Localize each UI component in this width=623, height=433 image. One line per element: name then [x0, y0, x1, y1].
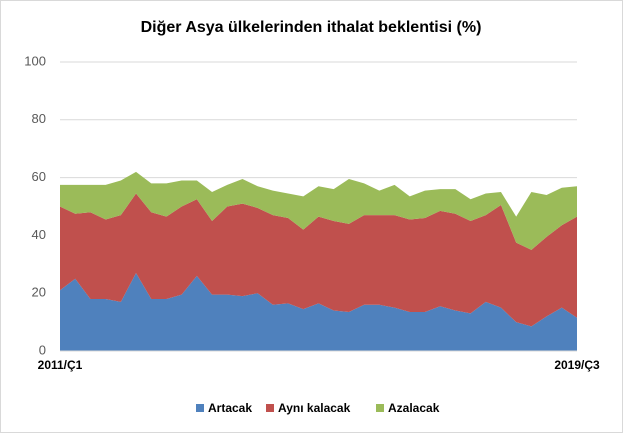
y-tick-label: 80 — [32, 111, 46, 126]
chart-title: Diğer Asya ülkelerinden ithalat beklenti… — [141, 19, 482, 36]
x-tick-label: 2011/Ç1 — [38, 358, 83, 372]
legend-swatch — [266, 404, 274, 412]
x-tick-label: 2019/Ç3 — [554, 358, 600, 372]
area — [60, 193, 577, 327]
area — [60, 272, 577, 351]
y-tick-label: 100 — [24, 53, 46, 68]
area — [60, 171, 577, 250]
y-tick-label: 0 — [39, 342, 46, 357]
legend-label: Aynı kalacak — [278, 401, 351, 415]
legend-swatch — [196, 404, 204, 412]
legend-swatch — [376, 404, 384, 412]
legend-label: Azalacak — [388, 401, 440, 415]
y-tick-label: 60 — [32, 169, 46, 184]
y-tick-label: 20 — [32, 285, 46, 300]
y-tick-label: 40 — [32, 227, 46, 242]
legend-label: Artacak — [208, 401, 252, 415]
